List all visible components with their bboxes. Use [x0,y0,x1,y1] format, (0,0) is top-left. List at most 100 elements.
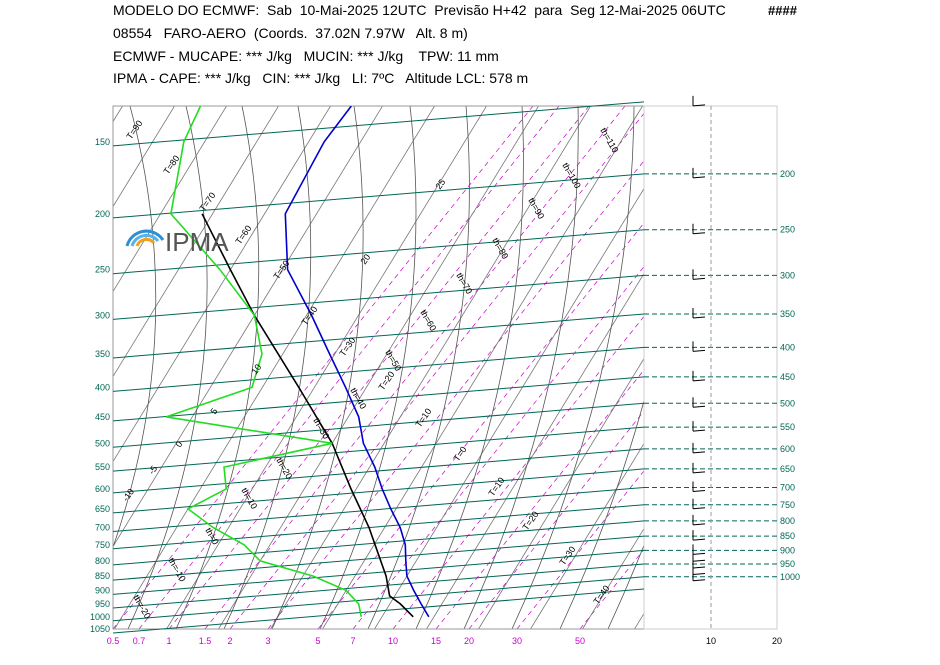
wind-barb-flag [692,579,706,582]
theta-label: th=30 [311,416,331,441]
mixing-ratio-line [138,106,560,629]
wind-barb-flag [692,405,706,408]
pressure-tick-label-right: 850 [780,531,795,541]
isotherm-line [113,106,227,293]
isobar-line [112,549,645,595]
isobar-line [112,173,645,219]
pressure-tick-label-right: 650 [780,464,795,474]
wind-barb-flag [692,523,706,526]
mixing-ratio-line [317,222,644,629]
wind-scale-tick-label: 20 [772,636,782,646]
wind-barb-flag [692,538,706,541]
wind-barb-flag [692,277,706,280]
pressure-tick-label: 500 [95,438,110,448]
pressure-tick-label-right: 550 [780,422,795,432]
pressure-tick-label: 800 [95,556,110,566]
pressure-tick-label: 200 [95,209,110,219]
dry-adiabat-line [271,106,364,629]
isotherm-line [113,106,123,123]
isotherm-line [478,357,644,629]
dry-adiabat-line [559,399,644,629]
isotherm-line [374,187,644,629]
pressure-tick-label-right: 300 [780,270,795,280]
isotherm-line [322,106,643,629]
wind-barb-flag [692,471,706,474]
mixing-ratio-tick-label: 0.7 [133,636,146,646]
isotherm-label: T=10 [413,406,433,429]
wind-barb-flag [692,316,706,319]
isotherm-line [270,106,591,629]
temperature-profile-line [284,106,430,618]
isotherm-mid-label: 5 [208,406,219,416]
pressure-tick-label: 400 [95,382,110,392]
wind-barb-flag [692,232,706,235]
mixing-ratio-tick-label: 50 [575,636,585,646]
isotherm-label: T=0 [451,444,468,463]
logo-arc-3 [135,238,156,247]
mixing-ratio-tick-label: 10 [388,636,398,646]
logo-text: IPMA [165,227,229,257]
ipma-logo: IPMA [125,227,229,257]
isotherm-mid-label: 10 [249,362,263,376]
isotherm-line [218,106,539,629]
theta-label: th=20 [274,456,294,481]
mixing-ratio-tick-label: 30 [512,636,522,646]
isotherm-label: T=90 [124,118,144,141]
dry-adiabat-line [223,106,312,629]
isobar-line [112,376,645,422]
wind-barb-flag [692,559,706,562]
isotherm-mid-label: 0 [173,439,184,449]
pressure-tick-label: 1050 [90,624,110,634]
isotherm-line [113,106,383,548]
pressure-tick-label-right: 950 [780,559,795,569]
isotherm-line [113,106,279,378]
isotherm-line [426,272,644,629]
dry-adiabat-line [113,106,157,549]
dry-adiabat-line [127,106,208,629]
isotherm-line [530,442,644,629]
wind-barb-flag [692,429,706,432]
dry-adiabat-line [175,106,260,629]
wind-barb-flag [692,104,706,107]
dry-adiabat-line [319,106,417,629]
pressure-tick-label: 900 [95,585,110,595]
header-flag: #### [768,3,797,18]
pressure-tick-label-right: 250 [780,225,795,235]
dry-adiabat-line [607,544,644,629]
theta-label: th=10 [239,486,259,511]
mixing-ratio-line [352,266,644,629]
mixing-ratio-line [267,160,644,629]
theta-label: th=0 [203,526,221,546]
mixing-ratio-tick-label: 15 [431,636,441,646]
mixing-ratio-line [468,410,644,629]
isobar-line [112,535,645,581]
isotherm-label: T=40 [299,304,319,327]
isobar-line [112,448,645,494]
dry-adiabat-line [511,106,635,629]
pressure-tick-label: 650 [95,504,110,514]
pressure-tick-label-right: 400 [780,342,795,352]
isobar-line [112,468,645,514]
pressure-tick-label: 850 [95,571,110,581]
theta-label: th=90 [526,196,546,221]
theta-label: th=-10 [166,556,188,583]
pressure-tick-label-right: 500 [780,398,795,408]
mixing-ratio-tick-label: 3 [265,636,270,646]
pressure-tick-label-right: 1000 [780,572,800,582]
mixing-ratio-line [204,106,626,629]
isotherm-line [113,106,331,463]
isobar-line [112,274,645,320]
mixing-ratio-line [229,112,644,629]
pressure-tick-label-right: 600 [780,444,795,454]
isotherm-line [114,106,435,629]
mixing-ratio-tick-label: 1 [166,636,171,646]
isotherm-line [582,527,644,629]
dry-adiabat-line [415,106,524,629]
isotherm-label: T=20 [520,509,540,532]
pressure-tick-label: 250 [95,265,110,275]
mixing-ratio-tick-label: 7 [350,636,355,646]
wind-barb-flag [692,507,706,510]
header-line-1: MODELO DO ECMWF: Sab 10-Mai-2025 12UTC P… [113,2,726,18]
isobar-line [112,426,645,472]
